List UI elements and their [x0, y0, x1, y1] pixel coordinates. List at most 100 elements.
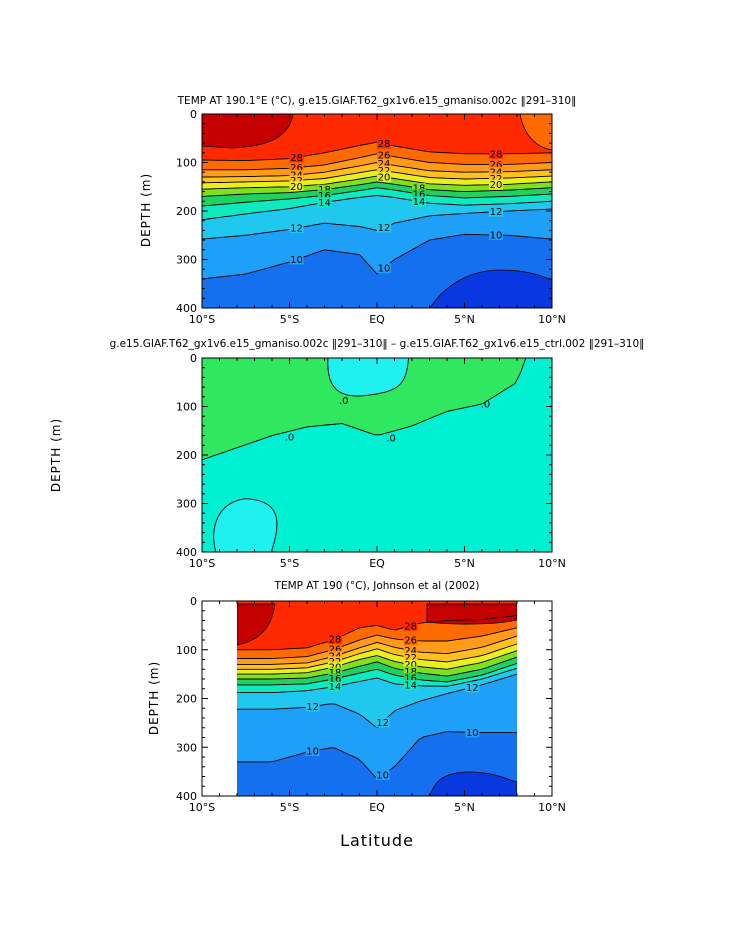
y-axis-label: DEPTH (m) — [139, 173, 153, 247]
contour-label-bg — [465, 727, 480, 738]
fill-band-coldest — [429, 269, 552, 308]
contour-label: 16 — [329, 674, 342, 685]
contour-label-bg — [328, 650, 342, 661]
x-tick-label: 5°N — [454, 313, 475, 326]
contour-line-zero — [201, 357, 527, 461]
contour-label-bg — [377, 263, 391, 274]
contour-fills — [237, 601, 517, 796]
panel-title: g.e15.GIAF.T62_gx1v6.e15_gmaniso.002c ‖2… — [110, 338, 645, 350]
x-tick-label: 5°S — [280, 313, 299, 326]
contour-label: 12 — [306, 702, 319, 713]
y-tick-label: 0 — [190, 108, 197, 121]
contour-label-bg — [377, 165, 391, 176]
contour-label: 18 — [404, 667, 417, 678]
contour-label-bg — [489, 206, 503, 217]
x-tick-label: EQ — [369, 313, 385, 326]
contour-label: 16 — [318, 191, 331, 202]
contour-label: 26 — [290, 163, 303, 174]
panel-model-temperature: TEMP AT 190.1°E (°C), g.e15.GIAF.T62_gx1… — [139, 95, 576, 326]
fill-negative — [327, 357, 409, 397]
y-tick-label: 100 — [176, 401, 197, 414]
contour-label: .0 — [481, 399, 491, 410]
contour-label: 28 — [290, 153, 303, 164]
x-tick-label: 5°N — [454, 557, 475, 570]
contour-label: 12 — [378, 223, 391, 234]
contour-label-bg — [328, 667, 342, 678]
contour-label-bg — [328, 644, 342, 655]
y-tick-label: 0 — [190, 352, 197, 365]
x-tick-label: 10°S — [189, 801, 215, 814]
x-axis-label: Latitude — [340, 831, 414, 850]
contour-label-bg — [328, 634, 342, 645]
x-tick-label: 5°S — [280, 557, 299, 570]
contour-label-bg — [305, 746, 320, 757]
fill-negative — [202, 498, 278, 553]
contour-label: 14 — [404, 681, 417, 692]
contour-label: 22 — [404, 653, 417, 664]
x-tick-label: 10°S — [189, 313, 215, 326]
x-tick-label: 10°N — [538, 313, 566, 326]
contour-label: 10 — [378, 264, 391, 275]
contour-label-bg — [317, 197, 332, 208]
contour-label: 26 — [378, 150, 391, 161]
contour-label: 28 — [490, 149, 503, 160]
contour-line-14 — [237, 667, 518, 694]
contour-lines: 2828282626262424242222222020201818161614… — [201, 138, 553, 280]
y-tick-label: 300 — [176, 498, 197, 511]
contour-label: 14 — [318, 198, 331, 209]
contour-label: .0 — [386, 433, 396, 444]
contour-label-bg — [328, 656, 342, 667]
fill-band-edge — [519, 114, 552, 151]
contour-label: 24 — [378, 159, 391, 170]
difference-fills: .0 .0 .0 .0 — [201, 357, 552, 553]
contour-label-bg — [317, 184, 332, 195]
contour-label-bg — [289, 254, 304, 265]
x-tick-label: 10°N — [538, 557, 566, 570]
contour-label: 20 — [490, 180, 503, 191]
contour-label-bg — [489, 159, 503, 170]
y-tick-label: 400 — [176, 546, 197, 559]
contour-label-bg — [489, 229, 503, 240]
contour-label: 10 — [490, 230, 503, 241]
x-tick-label: 10°S — [189, 557, 215, 570]
contour-label-bg — [289, 169, 304, 180]
contour-label-bg — [403, 620, 418, 631]
contour-label-bg — [377, 172, 391, 183]
contour-label-bg — [328, 681, 342, 692]
contour-label-bg — [412, 196, 426, 207]
contour-label: 10 — [306, 747, 319, 758]
y-tick-label: 400 — [176, 302, 197, 315]
y-tick-label: 400 — [176, 790, 197, 803]
contour-label-bg — [289, 175, 304, 186]
y-tick-label: 100 — [176, 644, 197, 657]
contour-label: .0 — [285, 432, 295, 443]
contour-label: 14 — [329, 682, 342, 693]
fill-band-warmest — [237, 603, 276, 646]
y-tick-label: 200 — [176, 693, 197, 706]
y-tick-label: 300 — [176, 741, 197, 754]
contour-label-bg — [289, 152, 304, 163]
contour-label: 20 — [378, 173, 391, 184]
contour-line-20 — [237, 650, 518, 675]
contour-label: 20 — [290, 182, 303, 193]
contour-label-bg — [489, 148, 503, 159]
contour-label-bg — [289, 223, 304, 234]
contour-label: 26 — [490, 160, 503, 171]
panel-temperature-difference: g.e15.GIAF.T62_gx1v6.e15_gmaniso.002c ‖2… — [49, 338, 644, 570]
contour-label: 16 — [404, 674, 417, 685]
contour-label: 12 — [290, 224, 303, 235]
y-tick-label: 200 — [176, 449, 197, 462]
contour-label: 12 — [490, 207, 503, 218]
contour-line-22 — [237, 643, 518, 670]
contour-line-18 — [201, 181, 553, 197]
contour-line-16 — [201, 187, 553, 207]
contour-label: 16 — [413, 189, 426, 200]
y-axis-label: DEPTH (m) — [49, 418, 63, 492]
contour-label: 14 — [413, 197, 426, 208]
contour-label: 28 — [329, 635, 342, 646]
contour-label-bg — [317, 190, 332, 201]
y-tick-label: 100 — [176, 157, 197, 170]
contour-label-bg — [403, 659, 418, 670]
contour-line-14 — [201, 195, 553, 221]
